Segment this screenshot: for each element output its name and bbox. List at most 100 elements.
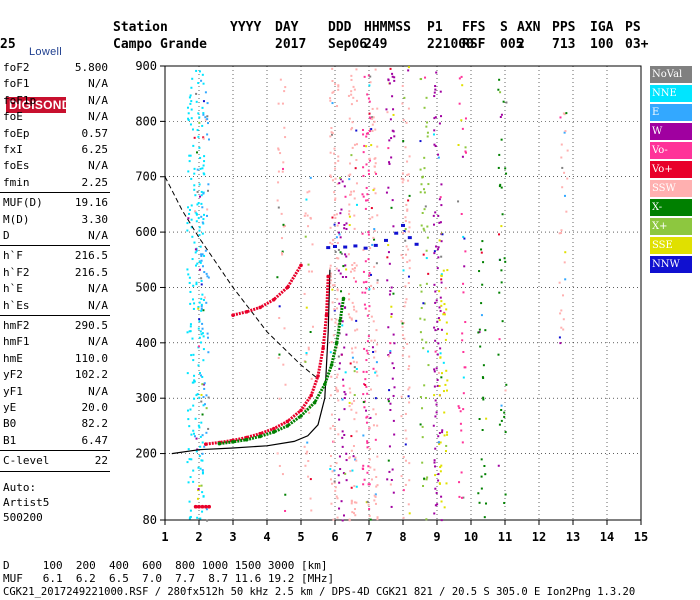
echo-point (201, 491, 204, 494)
echo-point (350, 190, 353, 193)
echo-point (363, 303, 366, 306)
echo-point (340, 208, 343, 211)
echo-point (198, 229, 201, 232)
nnw-echo-point (407, 236, 412, 240)
echo-point (282, 363, 285, 366)
echo-point (332, 334, 335, 337)
echo-point (196, 203, 199, 206)
trace-point (309, 393, 314, 398)
echo-point (202, 335, 205, 338)
echo-point (355, 310, 358, 313)
echo-point (277, 206, 280, 209)
echo-point (207, 396, 210, 399)
echo-point (195, 249, 198, 252)
echo-point (332, 239, 335, 242)
trace-point (207, 504, 211, 509)
echo-point (349, 193, 352, 196)
echo-point (407, 173, 410, 176)
echo-point (329, 174, 332, 177)
echo-point (373, 120, 376, 123)
echo-point (194, 211, 197, 214)
echo-point (203, 296, 206, 299)
echo-point (303, 214, 306, 217)
echo-point (202, 299, 205, 302)
echo-point (333, 480, 336, 483)
echo-point (196, 393, 199, 396)
echo-point (480, 314, 483, 317)
echo-point (345, 333, 348, 336)
echo-point (338, 233, 341, 236)
echo-point (391, 72, 394, 75)
echo-point (334, 486, 337, 489)
echo-point (458, 77, 461, 80)
echo-point (445, 450, 448, 453)
echo-point (406, 342, 409, 345)
echo-point (419, 284, 422, 287)
echo-point (363, 400, 366, 403)
trace-point (204, 504, 208, 509)
echo-point (433, 95, 436, 98)
echo-point (482, 377, 485, 380)
echo-point (330, 413, 333, 416)
echo-point (191, 235, 194, 238)
echo-point (336, 373, 339, 376)
echo-point (501, 320, 504, 323)
echo-point (334, 197, 337, 200)
echo-point (200, 190, 203, 193)
echo-point (201, 472, 204, 475)
echo-point (432, 424, 435, 427)
header-label: AXN (517, 20, 541, 35)
echo-point (344, 195, 347, 198)
echo-point (193, 302, 196, 305)
echo-point (402, 119, 405, 122)
echo-point (202, 495, 205, 498)
echo-point (276, 199, 279, 202)
echo-point (408, 155, 411, 158)
echo-point (370, 273, 373, 276)
echo-point (436, 248, 439, 251)
trace-point (326, 274, 331, 279)
echo-point (331, 102, 334, 105)
echo-point (436, 379, 439, 382)
echo-point (186, 372, 189, 375)
echo-point (337, 474, 340, 477)
echo-point (279, 152, 282, 155)
trace-point (197, 504, 201, 509)
echo-point (367, 231, 370, 234)
echo-point (367, 503, 370, 506)
echo-point (278, 464, 281, 467)
header-label: YYYY (230, 20, 262, 35)
echo-point (407, 66, 410, 69)
trace-point (312, 400, 317, 405)
trace-point (193, 504, 198, 509)
echo-point (464, 146, 467, 149)
echo-point (190, 226, 193, 229)
echo-point (338, 362, 341, 365)
echo-point (406, 160, 409, 163)
echo-point (189, 94, 192, 97)
echo-point (335, 462, 338, 465)
echo-point (435, 299, 438, 302)
echo-point (392, 367, 395, 370)
echo-point (436, 384, 439, 387)
echo-point (329, 394, 332, 397)
echo-point (426, 476, 429, 479)
echo-point (478, 331, 481, 334)
param-row: M(D) 3.30 (3, 212, 108, 228)
echo-point (335, 318, 338, 321)
echo-point (352, 455, 355, 458)
echo-point (335, 376, 338, 379)
header-label: IGA (590, 20, 614, 35)
echo-point (458, 481, 461, 484)
echo-point (350, 318, 353, 321)
echo-point (351, 351, 354, 354)
echo-point (202, 359, 205, 362)
echo-point (440, 255, 443, 258)
echo-point (332, 518, 335, 521)
echo-point (331, 91, 334, 94)
echo-point (362, 133, 365, 136)
echo-point (343, 433, 346, 436)
echo-point (193, 435, 196, 438)
echo-point (368, 458, 371, 461)
echo-point (443, 311, 446, 314)
